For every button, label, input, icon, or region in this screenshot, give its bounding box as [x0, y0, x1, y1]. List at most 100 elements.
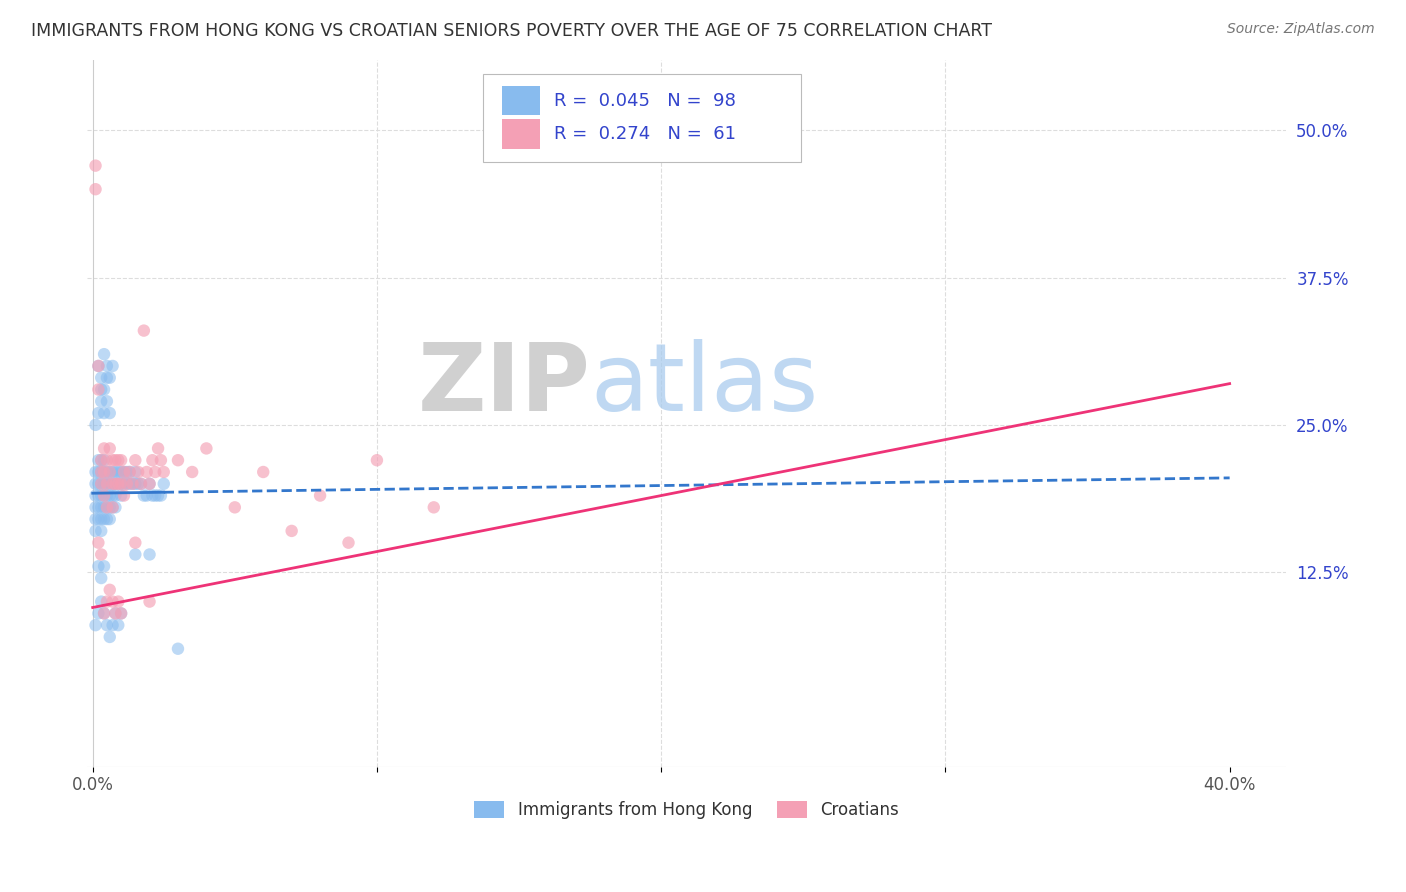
Point [104, 453, 127, 467]
Point [132, 489, 155, 503]
Text: R =  0.274   N =  61: R = 0.274 N = 61 [554, 125, 735, 143]
Point [107, 594, 129, 608]
Point [101, 465, 124, 479]
Point [127, 465, 149, 479]
Point [138, 594, 160, 608]
Point [84, 524, 107, 538]
Point [138, 476, 160, 491]
Point [84, 159, 107, 173]
Point [96, 453, 118, 467]
Point [96, 500, 118, 515]
Point [98, 630, 121, 644]
Point [143, 465, 166, 479]
Point [93, 406, 115, 420]
Point [90, 465, 112, 479]
FancyBboxPatch shape [482, 74, 800, 162]
Point [104, 476, 127, 491]
Point [124, 476, 146, 491]
Point [90, 453, 112, 467]
Point [98, 465, 121, 479]
Point [90, 548, 112, 562]
Point [104, 607, 127, 621]
Point [101, 489, 124, 503]
Point [149, 453, 172, 467]
Point [152, 476, 174, 491]
Point [138, 476, 160, 491]
Point [309, 489, 332, 503]
Point [112, 465, 135, 479]
Point [84, 417, 107, 432]
Point [110, 607, 132, 621]
Point [101, 500, 124, 515]
Point [90, 394, 112, 409]
Point [84, 465, 107, 479]
Point [124, 548, 146, 562]
Point [115, 476, 138, 491]
Point [93, 347, 115, 361]
Text: Source: ZipAtlas.com: Source: ZipAtlas.com [1227, 22, 1375, 37]
Point [252, 465, 274, 479]
Point [141, 453, 163, 467]
Point [96, 500, 118, 515]
Point [93, 607, 115, 621]
Point [93, 383, 115, 397]
Point [141, 489, 163, 503]
Point [124, 465, 146, 479]
Point [101, 476, 124, 491]
Point [101, 618, 124, 632]
Point [87, 465, 110, 479]
Point [132, 324, 155, 338]
Point [121, 476, 143, 491]
Point [167, 453, 190, 467]
Point [96, 359, 118, 373]
Point [146, 442, 169, 456]
Point [96, 512, 118, 526]
Point [124, 535, 146, 549]
Point [129, 476, 152, 491]
Point [115, 465, 138, 479]
Point [104, 465, 127, 479]
Point [101, 500, 124, 515]
Point [93, 489, 115, 503]
Point [118, 476, 141, 491]
Point [87, 383, 110, 397]
Point [93, 607, 115, 621]
Point [138, 548, 160, 562]
Point [90, 512, 112, 526]
Point [93, 512, 115, 526]
Point [87, 359, 110, 373]
Point [87, 476, 110, 491]
Point [118, 465, 141, 479]
Point [146, 489, 169, 503]
Point [107, 476, 129, 491]
Point [104, 476, 127, 491]
Point [84, 182, 107, 196]
FancyBboxPatch shape [502, 86, 540, 115]
Point [90, 476, 112, 491]
Point [93, 465, 115, 479]
Point [112, 489, 135, 503]
Point [118, 465, 141, 479]
Point [87, 406, 110, 420]
Point [110, 607, 132, 621]
Point [84, 476, 107, 491]
Point [93, 476, 115, 491]
Point [90, 453, 112, 467]
Point [98, 406, 121, 420]
Point [143, 489, 166, 503]
Point [93, 559, 115, 574]
Point [98, 370, 121, 384]
Point [96, 476, 118, 491]
Point [110, 489, 132, 503]
Point [96, 370, 118, 384]
Point [98, 442, 121, 456]
Text: ZIP: ZIP [418, 339, 591, 431]
Point [98, 512, 121, 526]
Legend: Immigrants from Hong Kong, Croatians: Immigrants from Hong Kong, Croatians [468, 794, 905, 825]
Point [101, 453, 124, 467]
Point [96, 476, 118, 491]
Point [96, 465, 118, 479]
Point [90, 476, 112, 491]
Point [98, 500, 121, 515]
Point [87, 500, 110, 515]
